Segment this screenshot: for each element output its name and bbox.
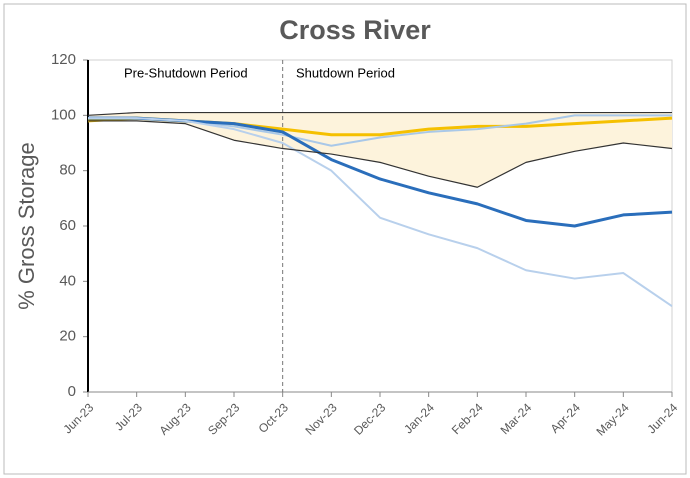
annotation: Pre-Shutdown Period: [124, 65, 248, 80]
chart-frame: [3, 3, 687, 475]
y-tick-label: 80: [59, 162, 76, 179]
y-tick-label: 100: [51, 106, 76, 123]
chart-title: Cross River: [279, 15, 431, 45]
y-tick-label: 20: [59, 328, 76, 345]
y-axis-label: % Gross Storage: [14, 142, 39, 310]
y-tick-label: 120: [51, 51, 76, 68]
y-tick-label: 40: [59, 272, 76, 289]
series-line: [88, 120, 673, 188]
y-tick-label: 0: [68, 383, 76, 400]
y-tick-label: 60: [59, 217, 76, 234]
annotation: Shutdown Period: [296, 65, 395, 80]
series-line: [87, 111, 672, 116]
series-line: [88, 117, 673, 308]
range-area: [88, 112, 672, 188]
